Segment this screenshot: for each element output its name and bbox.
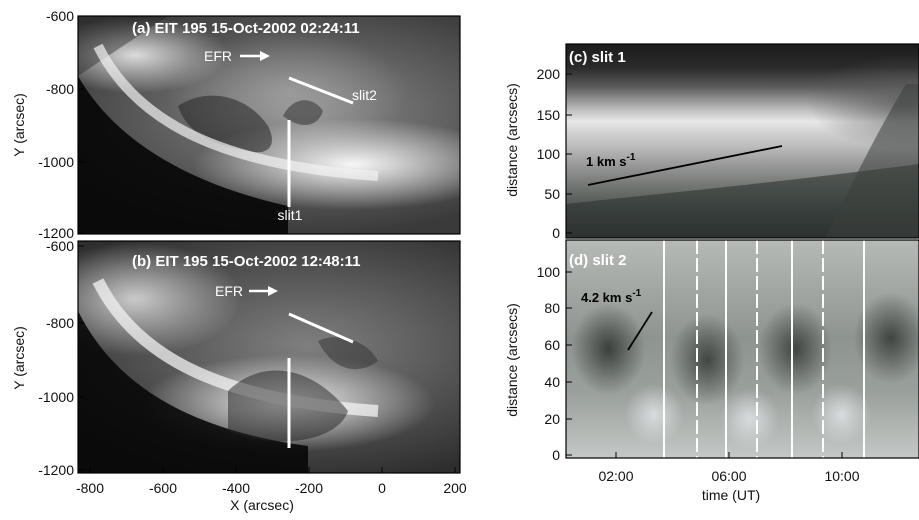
panel-c-ytick-0: 200 — [537, 66, 561, 82]
panel-d-ytick-2: 60 — [544, 337, 560, 353]
panel-a-ytick-1: -800 — [46, 81, 74, 97]
panel-b-y-axis: -600 -800 -1000 -1200 Y (arcsec) — [11, 238, 84, 478]
panel-d-y-title: distance (arcsecs) — [504, 303, 520, 417]
panel-a-slit2 — [288, 76, 354, 105]
panel-a-y-title: Y (arcsec) — [11, 93, 27, 157]
panel-d-xtick-2: 10:00 — [824, 468, 859, 484]
panel-d-speed-label: 4.2 km s-1 — [581, 288, 642, 305]
panel-b-xtick-0: -800 — [76, 480, 104, 496]
panel-c-ytick-2: 100 — [537, 146, 561, 162]
panel-a-slit1-label: slit1 — [278, 207, 303, 223]
panel-d-xtick-0: 02:00 — [598, 468, 633, 484]
panel-d-speed-line — [627, 311, 653, 351]
panel-a-efr-label: EFR — [204, 48, 232, 64]
panel-d-x-title: time (UT) — [702, 487, 760, 503]
panel-d-x-axis: 02:00 06:00 10:00 time (UT) — [598, 452, 860, 503]
panel-a-slit2-label: slit2 — [352, 87, 377, 103]
panel-c-y-axis: 200 150 100 50 0 distance (arcsecs) — [504, 66, 572, 241]
panel-c-ytick-3: 50 — [544, 186, 560, 202]
panel-d-image — [566, 240, 919, 458]
panel-b-x-title: X (arcsec) — [230, 497, 294, 513]
panel-a-ytick-0: -600 — [46, 8, 74, 24]
panel-a-image — [78, 16, 460, 234]
panel-b-efr-label: EFR — [215, 283, 243, 299]
panel-d-ytick-0: 100 — [537, 264, 561, 280]
panel-b-xtick-5: 200 — [443, 480, 467, 496]
panel-a-frame — [77, 15, 461, 235]
panel-d-ytick-1: 80 — [544, 300, 560, 316]
panel-c-ytick-1: 150 — [537, 107, 561, 123]
panel-d-label: (d) slit 2 — [569, 252, 627, 269]
panel-b-y-title: Y (arcsec) — [11, 326, 27, 390]
panel-d-xtick-1: 06:00 — [711, 468, 746, 484]
panel-a-efr-arrowhead — [260, 51, 270, 61]
panel-b-xtick-3: -200 — [295, 480, 323, 496]
panel-a-label: (a) EIT 195 15-Oct-2002 02:24:11 — [132, 20, 360, 37]
panel-c-image — [566, 44, 919, 238]
panel-b-ytick-2: -1000 — [38, 389, 74, 405]
panel-b-xtick-4: 0 — [378, 480, 386, 496]
panel-c-ytick-4: 0 — [552, 225, 560, 241]
panel-c-y-title: distance (arcsecs) — [504, 83, 520, 197]
panel-d-frame — [565, 239, 919, 459]
panel-b-frame — [77, 240, 461, 474]
panel-b-ytick-0: -600 — [46, 238, 74, 254]
panel-b-ytick-3: -1200 — [38, 462, 74, 478]
panel-d-ytick-4: 20 — [544, 411, 560, 427]
panel-b-xtick-1: -600 — [149, 480, 177, 496]
panel-b-x-axis: -800 -600 -400 -200 0 200 X (arcsec) — [76, 467, 467, 513]
panel-c-frame — [565, 43, 919, 239]
panel-b-slit2 — [288, 312, 354, 344]
panel-c-speed-label: 1 km s-1 — [586, 152, 636, 169]
panel-b-xtick-2: -400 — [222, 480, 250, 496]
panel-d-ytick-5: 0 — [552, 447, 560, 463]
panel-a-y-axis: -600 -800 -1000 -1200 Y (arcsec) — [11, 8, 84, 241]
panel-c-label: (c) slit 1 — [569, 49, 626, 66]
panel-b-label: (b) EIT 195 15-Oct-2002 12:48:11 — [132, 253, 360, 270]
panel-d-y-axis: 100 80 60 40 20 0 distance (arcsecs) — [504, 264, 572, 463]
panel-b-ytick-1: -800 — [46, 315, 74, 331]
panel-d-ytick-3: 40 — [544, 374, 560, 390]
panel-a-ytick-3: -1200 — [38, 225, 74, 241]
panel-a-ytick-2: -1000 — [38, 154, 74, 170]
panel-b-efr-arrowhead — [268, 286, 278, 296]
panel-c-speed-line — [587, 145, 783, 186]
